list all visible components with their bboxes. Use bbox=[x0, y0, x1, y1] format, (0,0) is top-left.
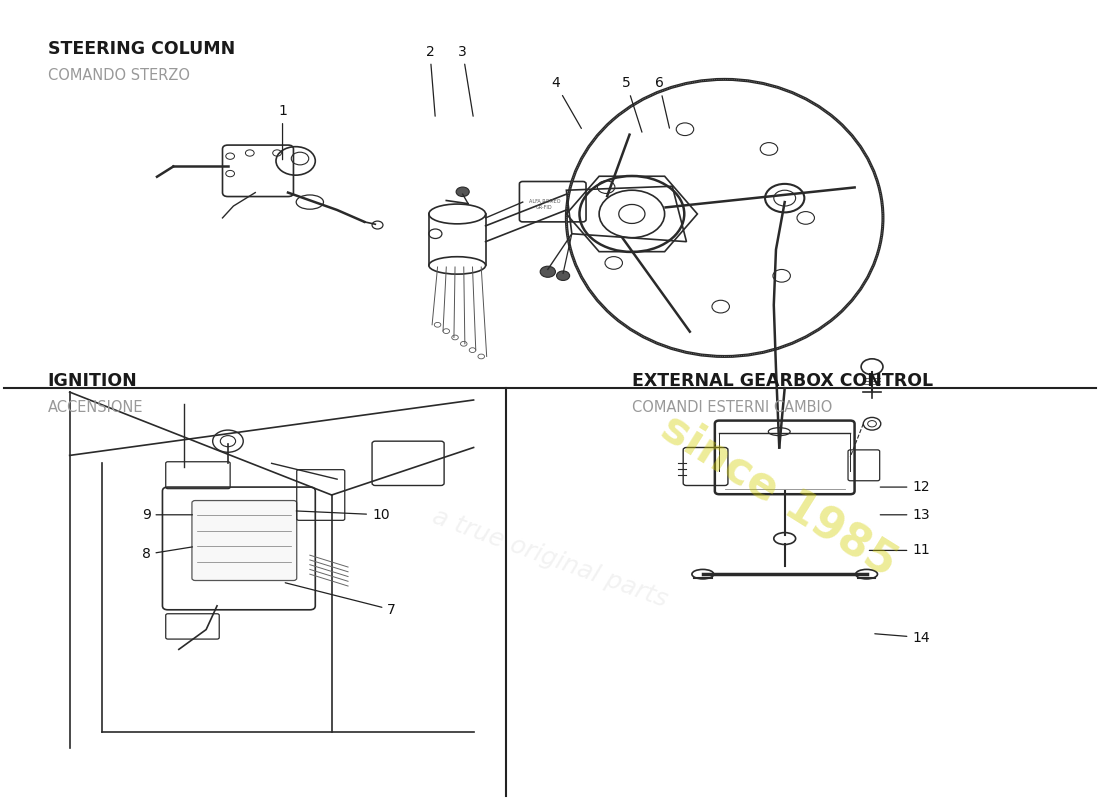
Text: STEERING COLUMN: STEERING COLUMN bbox=[47, 40, 235, 58]
Text: IGNITION: IGNITION bbox=[47, 372, 138, 390]
Text: 14: 14 bbox=[874, 630, 929, 645]
Text: ACCENSIONE: ACCENSIONE bbox=[47, 400, 143, 415]
Text: 13: 13 bbox=[880, 508, 929, 522]
Text: COMANDO STERZO: COMANDO STERZO bbox=[47, 67, 190, 82]
Text: COMANDI ESTERNI CAMBIO: COMANDI ESTERNI CAMBIO bbox=[631, 400, 833, 415]
Circle shape bbox=[557, 271, 570, 281]
Text: 8: 8 bbox=[142, 547, 192, 562]
Text: 2: 2 bbox=[426, 45, 436, 116]
Text: 1: 1 bbox=[278, 104, 287, 160]
Circle shape bbox=[456, 187, 470, 197]
Text: a true original parts: a true original parts bbox=[429, 505, 671, 612]
Text: 12: 12 bbox=[880, 480, 929, 494]
Text: EXTERNAL GEARBOX CONTROL: EXTERNAL GEARBOX CONTROL bbox=[631, 372, 933, 390]
Text: since 1985: since 1985 bbox=[653, 406, 905, 585]
Text: 10: 10 bbox=[296, 508, 389, 522]
Text: 11: 11 bbox=[869, 543, 929, 558]
Text: 7: 7 bbox=[285, 582, 396, 617]
Text: 5: 5 bbox=[621, 76, 642, 132]
FancyBboxPatch shape bbox=[191, 501, 297, 581]
Text: ALFA ROMEO
GR-FID: ALFA ROMEO GR-FID bbox=[529, 199, 560, 210]
Text: 3: 3 bbox=[459, 45, 473, 116]
Text: 9: 9 bbox=[142, 508, 192, 522]
Text: 6: 6 bbox=[654, 76, 670, 128]
Text: 4: 4 bbox=[551, 76, 582, 129]
Circle shape bbox=[540, 266, 556, 278]
